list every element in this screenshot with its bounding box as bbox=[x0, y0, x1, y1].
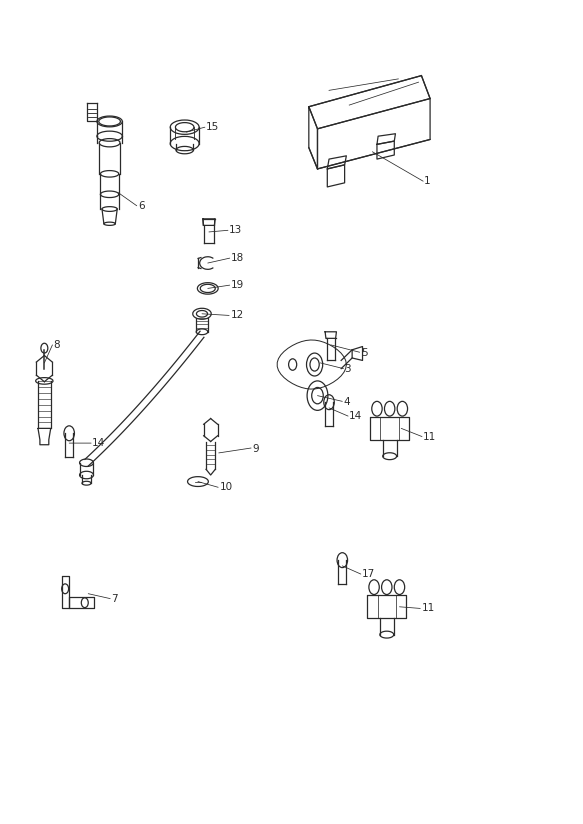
Text: 7: 7 bbox=[111, 593, 118, 604]
Text: 19: 19 bbox=[231, 280, 244, 290]
Text: 6: 6 bbox=[139, 201, 145, 211]
Text: 9: 9 bbox=[252, 444, 259, 454]
Text: 3: 3 bbox=[345, 364, 351, 374]
Text: 11: 11 bbox=[422, 603, 435, 613]
Text: 14: 14 bbox=[92, 438, 106, 448]
Text: 15: 15 bbox=[206, 122, 219, 132]
Text: 8: 8 bbox=[54, 339, 60, 350]
Text: 4: 4 bbox=[343, 397, 350, 407]
Text: 10: 10 bbox=[219, 482, 233, 492]
Text: 14: 14 bbox=[349, 411, 363, 421]
Text: 18: 18 bbox=[231, 253, 244, 263]
Text: 5: 5 bbox=[361, 348, 367, 358]
Text: 17: 17 bbox=[362, 569, 375, 579]
Text: 13: 13 bbox=[229, 225, 243, 236]
Text: 1: 1 bbox=[424, 176, 431, 186]
Text: 12: 12 bbox=[231, 311, 244, 321]
Text: 11: 11 bbox=[423, 432, 437, 442]
